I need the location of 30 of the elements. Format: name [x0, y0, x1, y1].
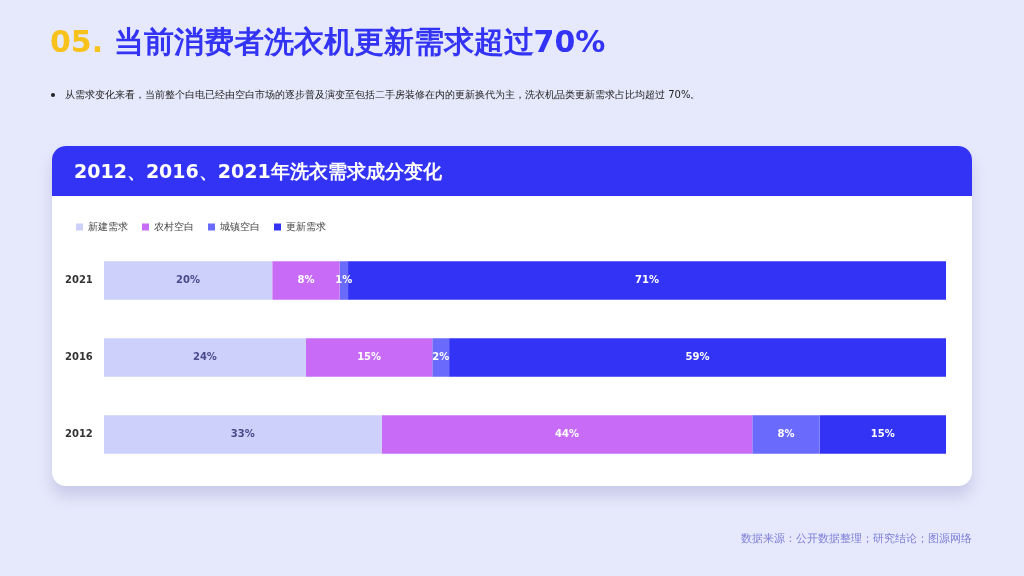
bar — [381, 415, 753, 454]
data-label: 2% — [432, 351, 450, 363]
chart-subtitle: 从需求变化来看，当前整个白电已经由空白市场的逐步普及演变至包括二手房装修在内的更新换代为主，洗衣机品类更新需求占比均超过 70%。 — [65, 88, 701, 102]
data-label: 59% — [685, 351, 710, 363]
data-label: 33% — [230, 428, 255, 440]
data-label: 8% — [297, 274, 315, 286]
y-tick-label: 2012 — [64, 428, 93, 440]
y-tick-label: 2016 — [64, 351, 93, 363]
bar — [449, 338, 946, 377]
data-label: 24% — [192, 351, 217, 363]
legend-label: 更新需求 — [286, 220, 326, 232]
text: 2012、2016、2021年洗衣需求成分变化 — [52, 146, 972, 196]
y-tick-label: 2021 — [64, 274, 93, 286]
legend-label: 新建需求 — [88, 220, 128, 232]
bar — [752, 415, 820, 454]
bar — [103, 338, 306, 377]
bar — [103, 415, 382, 454]
bar — [819, 415, 946, 454]
data-label: 15% — [357, 351, 382, 363]
chart-title: 05. 当前消费者洗衣机更新需求超过70% — [50, 23, 606, 61]
bar — [103, 261, 273, 300]
source-note: 数据来源：公开数据整理；研究结论；图源网络 — [741, 531, 972, 546]
legend-label: 农村空白 — [154, 220, 194, 232]
data-label: 71% — [635, 274, 659, 286]
legend-label: 城镇空白 — [219, 220, 260, 232]
data-label: 44% — [555, 428, 579, 440]
data-label: 8% — [777, 428, 795, 440]
bar — [305, 338, 433, 377]
data-label: 20% — [176, 274, 201, 286]
data-label: 15% — [870, 428, 895, 440]
